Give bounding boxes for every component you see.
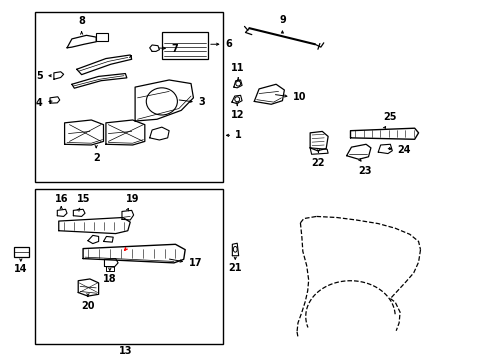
Text: 16: 16 (54, 194, 68, 204)
Text: 20: 20 (81, 301, 95, 311)
Text: 1: 1 (234, 130, 241, 140)
Bar (14, 247, 29, 257)
Bar (35, 12, 222, 182)
Text: 13: 13 (119, 346, 132, 356)
Bar (35, 189, 222, 344)
Bar (162, 32, 207, 59)
Text: 5: 5 (36, 71, 42, 81)
Text: 4: 4 (36, 98, 42, 108)
Text: 3: 3 (198, 98, 204, 108)
Bar (96, 33, 108, 41)
Text: 23: 23 (358, 166, 371, 176)
Text: 12: 12 (230, 111, 244, 120)
Text: 14: 14 (14, 264, 27, 274)
Text: 11: 11 (231, 63, 244, 73)
Text: 2: 2 (93, 153, 100, 163)
Text: 24: 24 (397, 145, 410, 155)
Text: 21: 21 (228, 263, 242, 273)
Text: 8: 8 (78, 17, 85, 26)
Text: 10: 10 (292, 92, 306, 102)
Text: 9: 9 (279, 15, 285, 25)
Text: 6: 6 (224, 39, 231, 49)
Text: 19: 19 (126, 194, 139, 203)
Text: 25: 25 (383, 112, 396, 122)
Bar (106, 266, 114, 271)
Text: 15: 15 (77, 194, 91, 204)
Text: 17: 17 (188, 258, 202, 268)
Text: 7: 7 (171, 44, 178, 54)
Text: 22: 22 (311, 158, 325, 168)
Text: 18: 18 (103, 274, 117, 284)
